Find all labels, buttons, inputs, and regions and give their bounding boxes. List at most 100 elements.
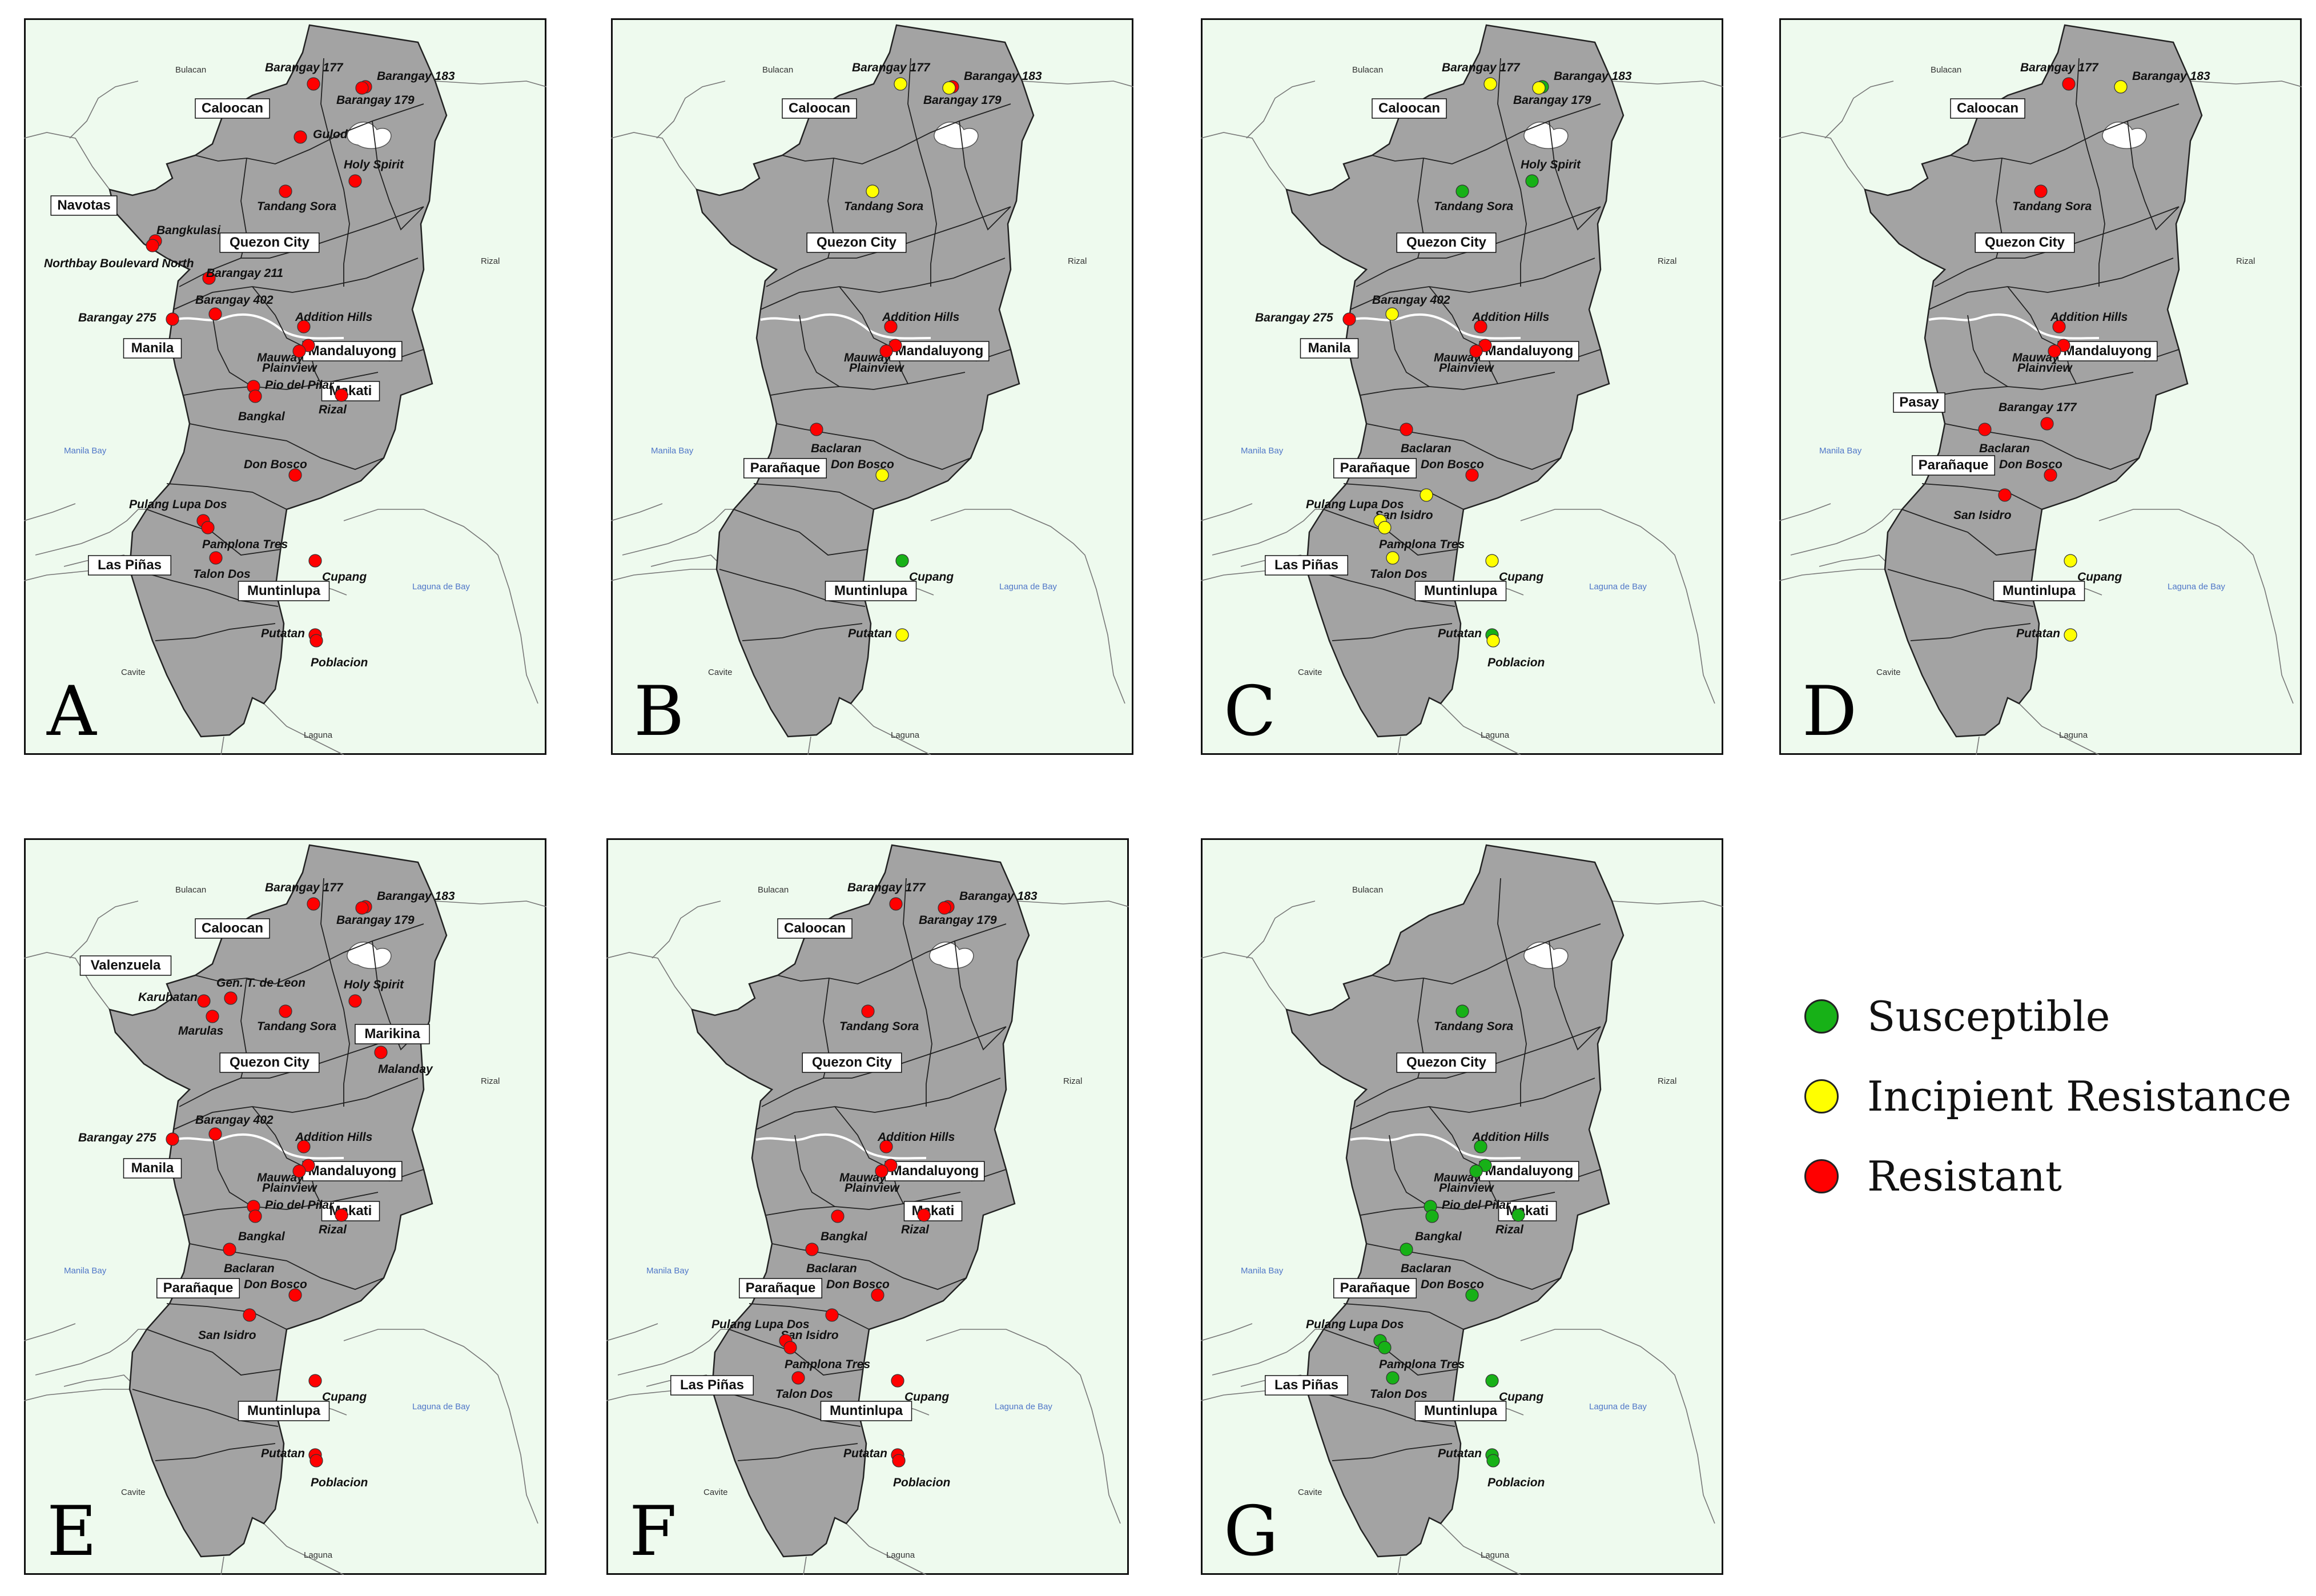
site-marker-incipient bbox=[866, 184, 879, 198]
site-label: Baclaran bbox=[1401, 1262, 1451, 1275]
city-label-para-aque: Parañaque bbox=[1340, 460, 1410, 476]
site-marker-resistant bbox=[248, 1209, 262, 1223]
city-boundary bbox=[1389, 315, 1430, 387]
coastline bbox=[663, 1329, 729, 1364]
site-label: Barangay 179 bbox=[919, 914, 997, 927]
site-marker-resistant bbox=[297, 320, 311, 333]
site-label: Holy Spirit bbox=[344, 978, 404, 991]
site-label: Talon Dos bbox=[1370, 1388, 1428, 1401]
coastline bbox=[1212, 543, 1258, 556]
site-label: Don Bosco bbox=[1421, 458, 1484, 471]
site-label: Plainview bbox=[1439, 361, 1494, 375]
site-marker-susceptible bbox=[1465, 1288, 1479, 1302]
legend-swatch-incipient bbox=[1804, 1079, 1839, 1113]
site-marker-resistant bbox=[2034, 184, 2048, 198]
region-label-manila-bay: Manila Bay bbox=[64, 1266, 107, 1276]
site-marker-incipient bbox=[2114, 80, 2128, 94]
city-label-box bbox=[1498, 1201, 1557, 1221]
site-marker-resistant bbox=[805, 1243, 819, 1256]
city-label-para-aque: Parañaque bbox=[1340, 1280, 1410, 1296]
coastline bbox=[1440, 1523, 1521, 1575]
site-marker-susceptible bbox=[1486, 1454, 1500, 1468]
city-label-quezon-city: Quezon City bbox=[817, 235, 897, 250]
site-marker-resistant bbox=[1474, 320, 1487, 333]
map-panel-f: Bulacan Rizal Manila Bay Laguna de Bay Cavit… bbox=[606, 838, 1129, 1575]
site-label: Karuhatan bbox=[138, 991, 198, 1004]
site-marker-resistant bbox=[243, 1308, 256, 1322]
city-boundary bbox=[320, 58, 350, 287]
coastline bbox=[1976, 736, 1980, 755]
city-label-box bbox=[889, 341, 990, 361]
reservoir bbox=[1523, 942, 1569, 969]
legend: Susceptible Incipient Resistance Resista… bbox=[1804, 988, 2307, 1200]
site-label: Addition Hills bbox=[1471, 311, 1549, 324]
pasig-river bbox=[1350, 1133, 1521, 1160]
site-label: Putatan bbox=[848, 627, 892, 640]
city-label-box bbox=[1372, 98, 1447, 119]
coastline bbox=[850, 703, 931, 755]
city-boundary bbox=[799, 315, 840, 387]
city-boundary bbox=[179, 258, 270, 287]
city-label-para-aque: Parañaque bbox=[746, 1280, 816, 1296]
city-label-las-pi-as: Las Piñas bbox=[680, 1377, 744, 1393]
region-label-bulacan: Bulacan bbox=[175, 885, 206, 895]
site-label: Bangkal bbox=[238, 1230, 286, 1243]
site-label: Tandang Sora bbox=[844, 200, 924, 213]
city-label-pasay: Pasay bbox=[1899, 395, 1939, 410]
site-marker-resistant bbox=[884, 320, 898, 333]
city-boundary bbox=[1350, 1078, 1595, 1130]
city-label-para-aque: Parañaque bbox=[750, 460, 821, 476]
region-label-cavite: Cavite bbox=[121, 668, 146, 677]
city-label-box bbox=[302, 1161, 403, 1181]
site-marker-resistant bbox=[1469, 344, 1483, 358]
site-label: Baclaran bbox=[1979, 442, 2030, 455]
site-label: Baclaran bbox=[1401, 442, 1451, 455]
site-marker-resistant bbox=[146, 239, 159, 252]
metro-manila-landmass bbox=[695, 24, 1035, 738]
city-boundary bbox=[1950, 103, 2180, 164]
site-label: Malanday bbox=[378, 1063, 433, 1076]
city-label-muntinlupa: Muntinlupa bbox=[1424, 1403, 1498, 1418]
site-label: Addition Hills bbox=[295, 1131, 372, 1144]
region-label-laguna: Laguna bbox=[304, 730, 333, 740]
site-label: Tandang Sora bbox=[257, 200, 337, 213]
site-marker-resistant bbox=[307, 897, 320, 911]
city-boundary bbox=[1389, 1135, 1430, 1207]
city-label-las-pi-as: Las Piñas bbox=[1274, 1377, 1338, 1393]
site-label: Tandang Sora bbox=[2012, 200, 2092, 213]
site-label: Holy Spirit bbox=[344, 158, 404, 171]
site-marker-resistant bbox=[783, 1341, 797, 1354]
city-boundary bbox=[907, 58, 937, 287]
site-marker-resistant bbox=[348, 994, 362, 1008]
site-label: Don Bosco bbox=[1999, 458, 2062, 471]
site-marker-resistant bbox=[875, 1164, 888, 1178]
region-label-bulacan: Bulacan bbox=[1931, 65, 1961, 75]
city-boundary bbox=[1309, 1389, 1455, 1427]
city-boundary bbox=[1350, 258, 1595, 310]
coastline bbox=[35, 543, 82, 556]
city-label-box bbox=[50, 195, 118, 216]
site-marker-resistant bbox=[292, 344, 306, 358]
city-label-box bbox=[806, 232, 907, 253]
site-label: Gulod bbox=[313, 128, 348, 141]
reservoir bbox=[347, 942, 392, 969]
city-label-caloocan: Caloocan bbox=[1957, 100, 2019, 116]
city-label-manila: Manila bbox=[131, 1160, 174, 1176]
city-boundary bbox=[959, 120, 1011, 231]
city-label-las-pi-as: Las Piñas bbox=[98, 557, 162, 573]
coastline bbox=[803, 1556, 807, 1575]
city-boundary bbox=[1309, 569, 1455, 607]
site-label: Barangay 179 bbox=[336, 914, 415, 927]
metro-manila-landmass bbox=[691, 844, 1030, 1558]
site-label: Pamplona Tres bbox=[785, 1358, 870, 1371]
site-marker-incipient bbox=[1420, 488, 1433, 502]
site-label: Talon Dos bbox=[775, 1388, 833, 1401]
site-marker-resistant bbox=[166, 312, 179, 326]
city-label-box bbox=[1333, 458, 1417, 479]
city-boundary bbox=[766, 258, 857, 287]
region-label-manila-bay: Manila Bay bbox=[651, 446, 694, 456]
reservoir bbox=[2102, 122, 2147, 149]
site-marker-resistant bbox=[307, 77, 320, 91]
panel-letter: G bbox=[1224, 1492, 1278, 1571]
site-label: Pulang Lupa Dos bbox=[1306, 498, 1404, 511]
